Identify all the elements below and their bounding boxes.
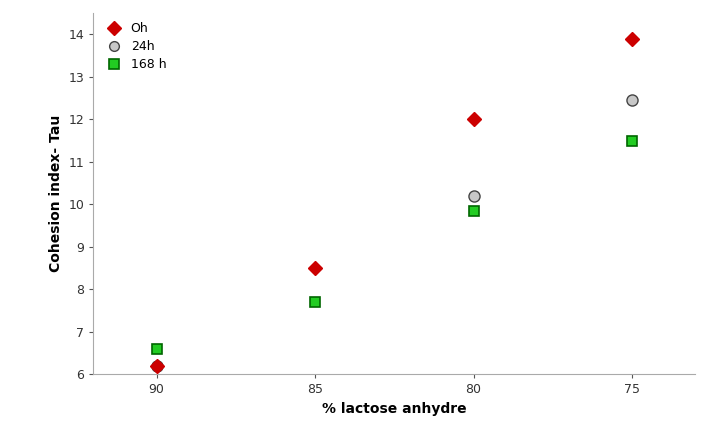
Legend: Oh, 24h, 168 h: Oh, 24h, 168 h: [100, 19, 168, 73]
X-axis label: % lactose anhydre: % lactose anhydre: [322, 402, 467, 416]
Y-axis label: Cohesion index- Tau: Cohesion index- Tau: [49, 115, 63, 272]
